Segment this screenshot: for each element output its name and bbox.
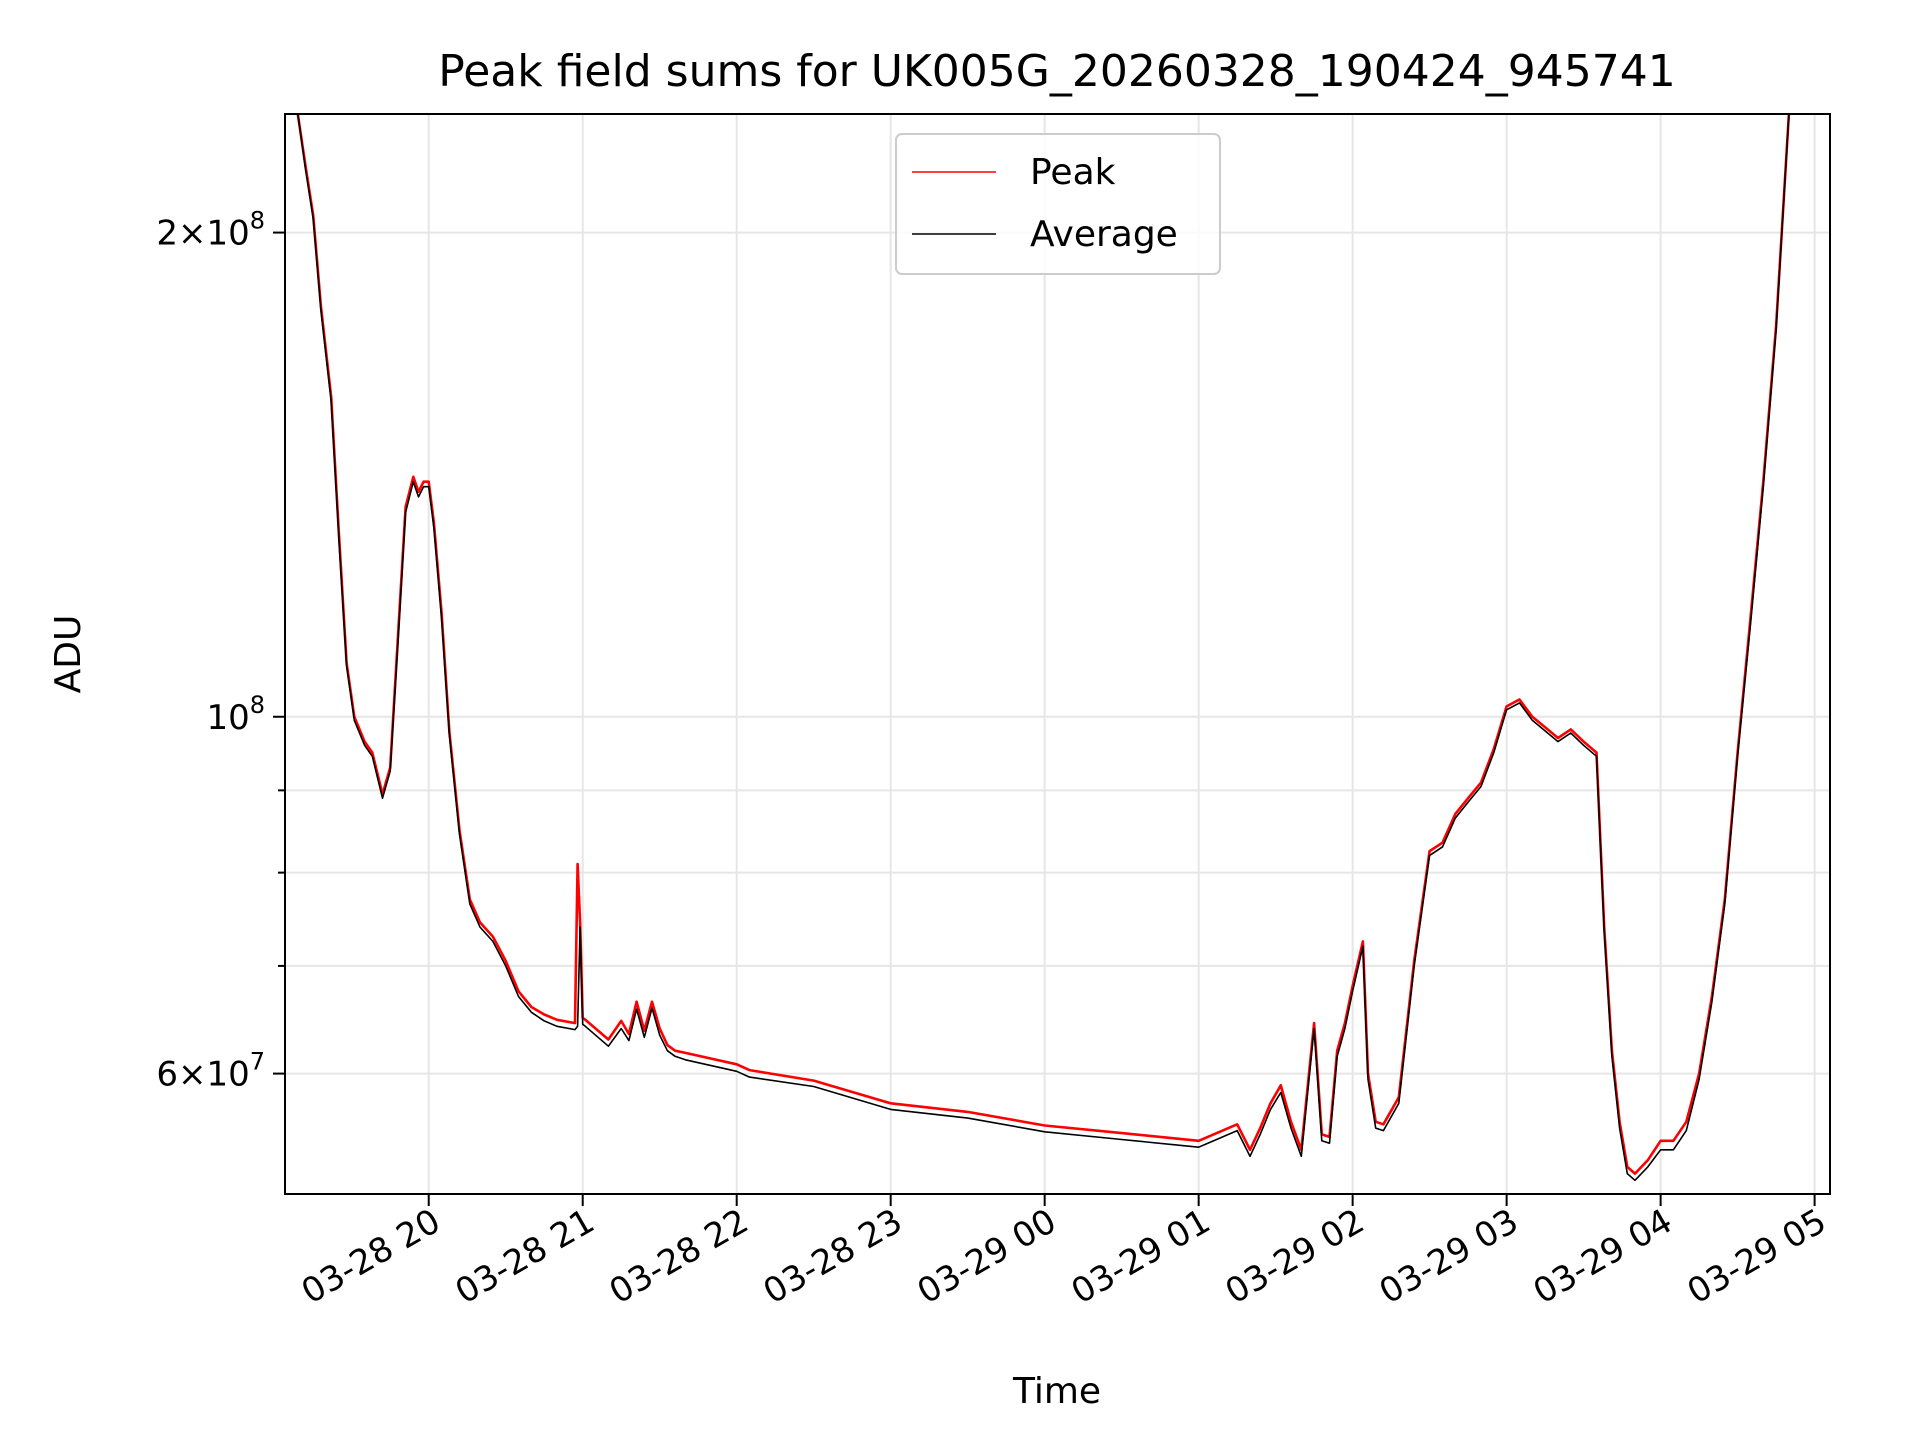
plot-frame xyxy=(284,113,1831,1195)
legend-label-peak: Peak xyxy=(1030,152,1116,193)
y-tick-label: 6×107 xyxy=(156,1048,265,1095)
legend-box xyxy=(895,133,1221,275)
series-line-peak xyxy=(296,113,1791,1175)
legend-label-average: Average xyxy=(1030,214,1178,255)
x-axis-label: Time xyxy=(1012,1371,1101,1412)
y-tick-label: 108 xyxy=(206,691,265,738)
plot-series xyxy=(296,113,1791,1182)
grid xyxy=(285,114,1830,1194)
y-axis-label: ADU xyxy=(48,615,89,694)
chart-title: Peak field sums for UK005G_20260328_1904… xyxy=(438,46,1675,97)
y-tick-label: 2×108 xyxy=(156,207,265,254)
series-line-average xyxy=(297,113,1790,1182)
legend: Peak Average xyxy=(895,133,1221,275)
